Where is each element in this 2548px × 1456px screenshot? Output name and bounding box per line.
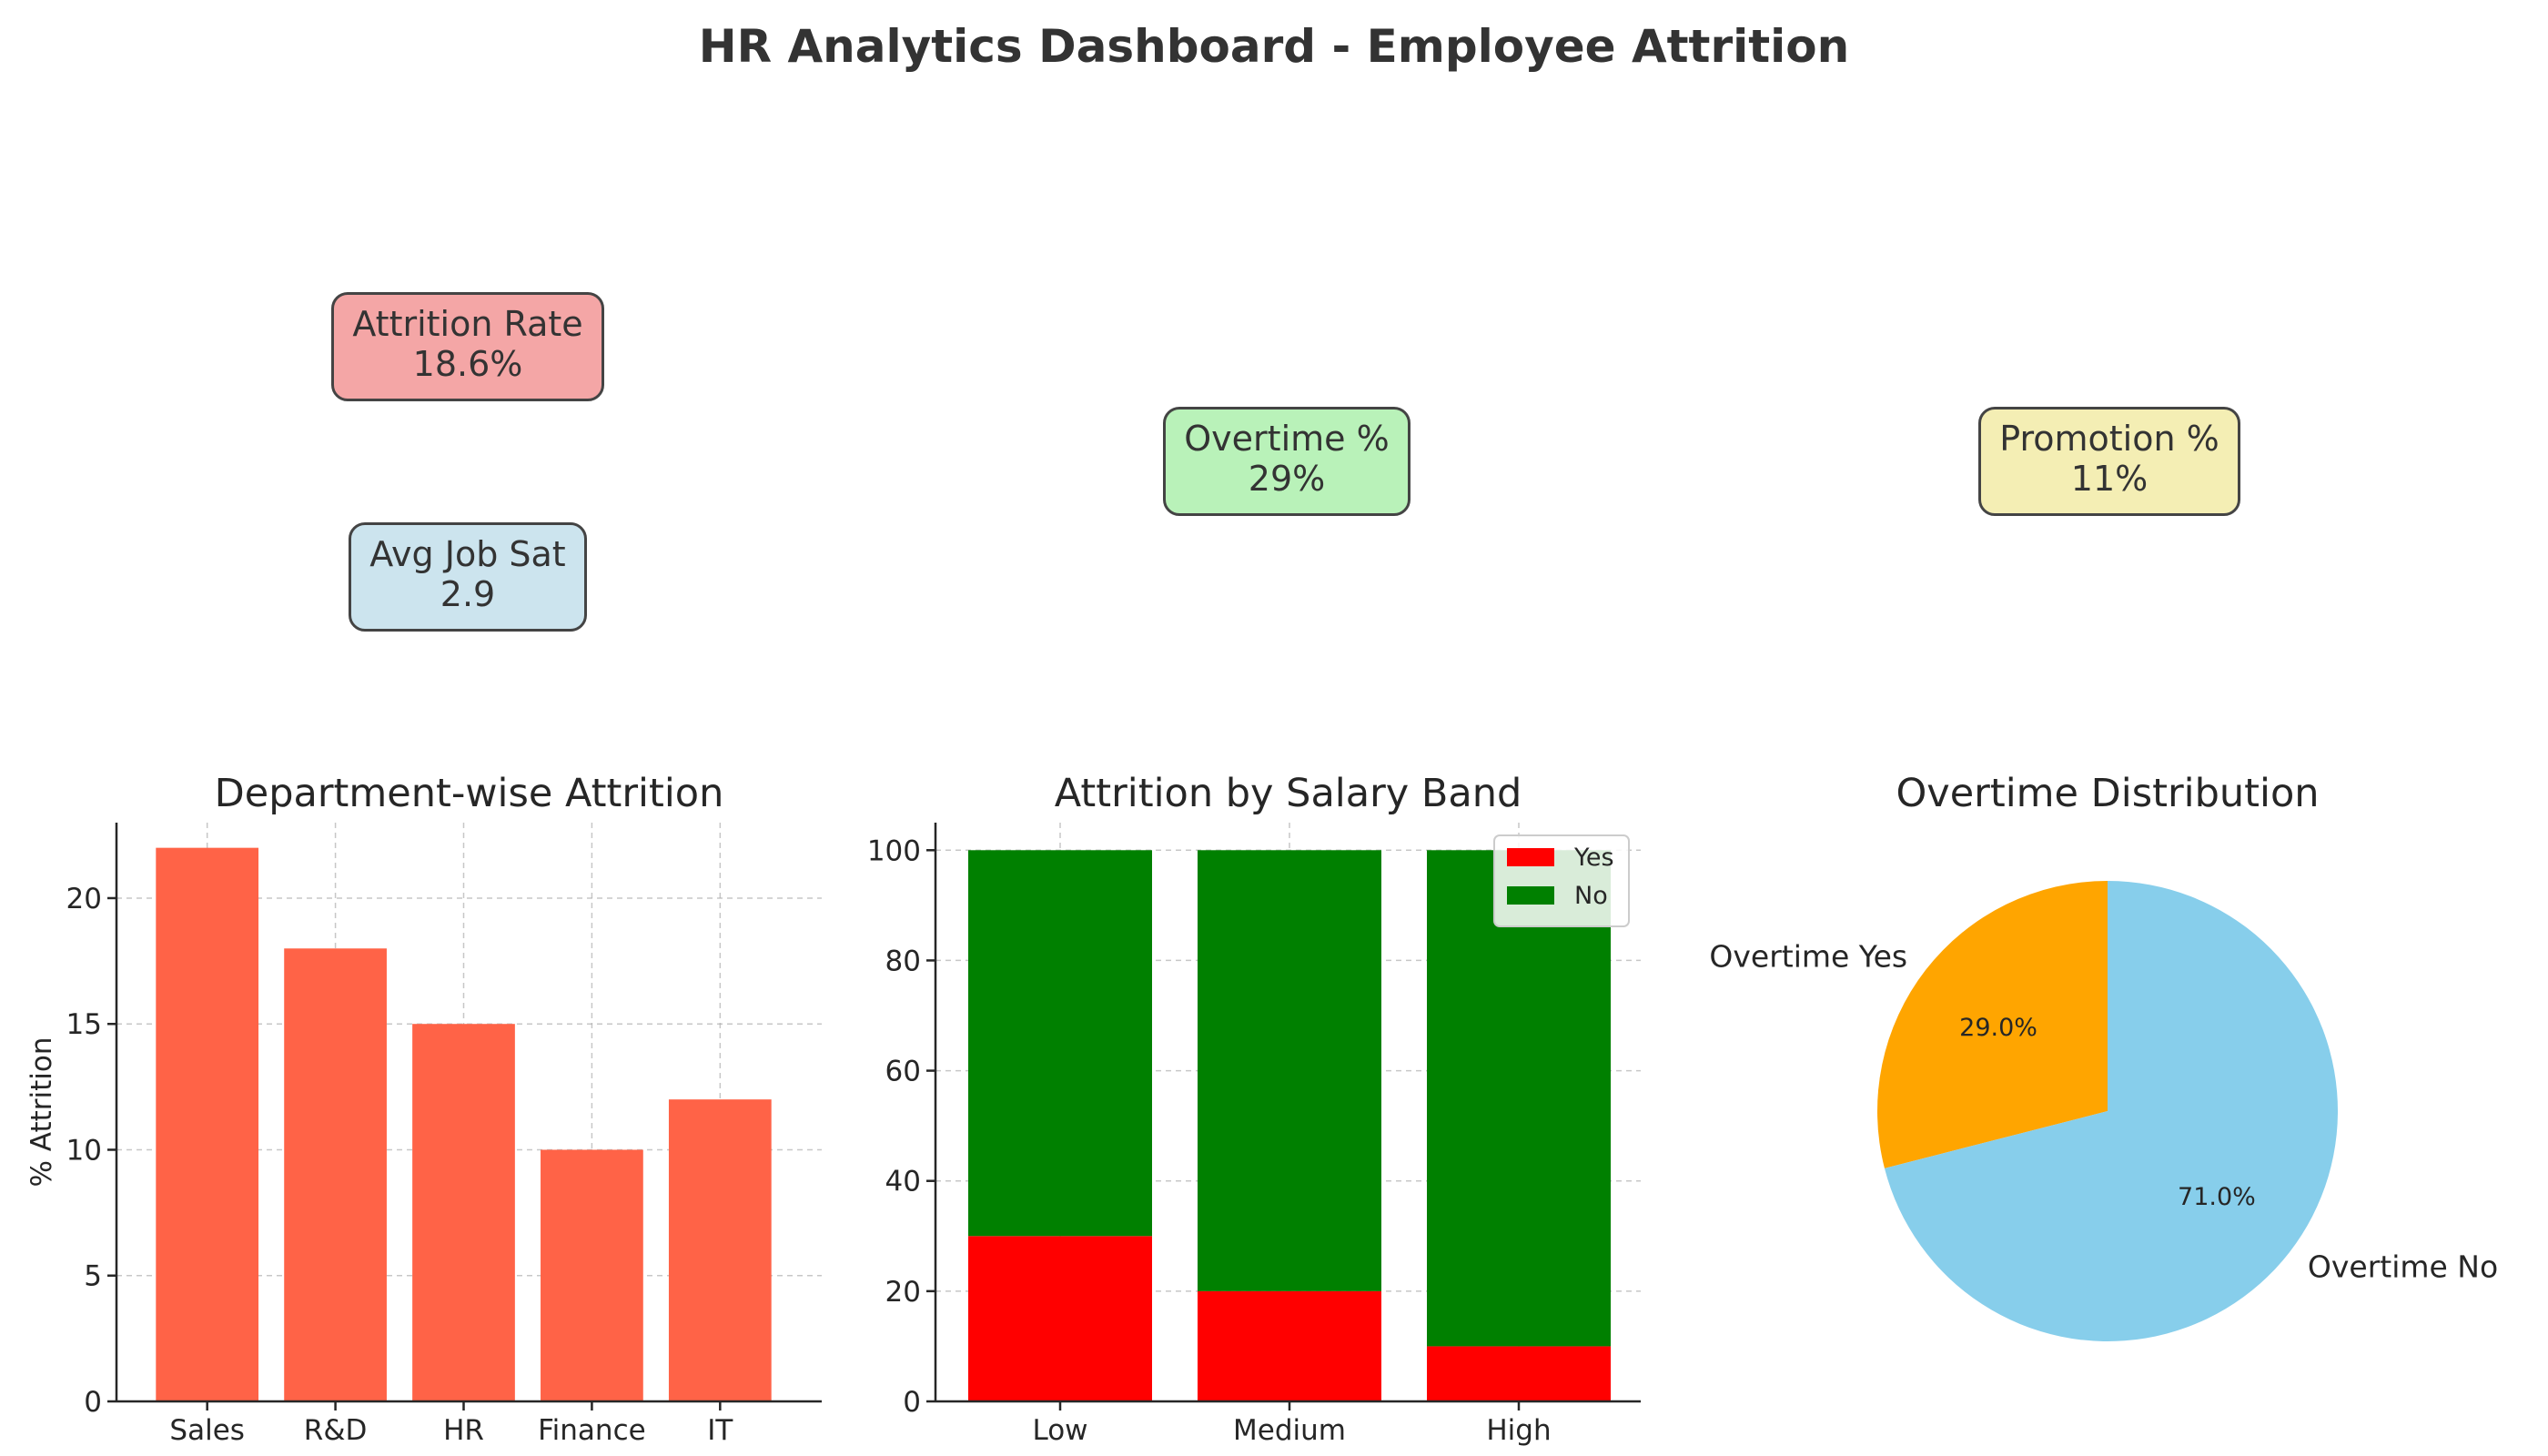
legend-label-no: No xyxy=(1574,882,1608,910)
y-tick-label: 40 xyxy=(885,1166,921,1198)
department-attrition-chart: Department-wise Attrition 0 5 10 15 20 Sales R&… xyxy=(25,771,822,1447)
y-tick-label: 100 xyxy=(867,834,921,867)
kpi-value: 18.6% xyxy=(412,344,523,384)
pie-percent-label: 71.0% xyxy=(2178,1183,2256,1211)
bar-finance xyxy=(541,1149,643,1401)
bar-low-no xyxy=(968,850,1152,1237)
pie-label: Overtime Yes xyxy=(1709,938,1907,974)
y-tick-label: 10 xyxy=(66,1134,102,1167)
x-tick-label: Sales xyxy=(169,1414,245,1447)
dashboard-title: HR Analytics Dashboard - Employee Attrit… xyxy=(698,20,1850,73)
legend-swatch-yes xyxy=(1507,848,1554,866)
pie-slice-overtime-no xyxy=(1884,881,2338,1341)
y-tick-label: 0 xyxy=(84,1386,102,1419)
kpi-label: Avg Job Sat xyxy=(369,534,566,574)
kpi-attrition-rate: Attrition Rate 18.6% xyxy=(331,292,604,401)
pie-label: Overtime No xyxy=(2308,1249,2498,1285)
pie-percent-label: 29.0% xyxy=(1959,1014,2037,1042)
kpi-value: 11% xyxy=(2070,459,2149,499)
bar-it xyxy=(668,1099,772,1401)
x-tick-label: Medium xyxy=(1233,1414,1346,1447)
bar-medium-yes xyxy=(1198,1290,1381,1401)
legend-swatch-no xyxy=(1507,886,1554,905)
salary-band-chart: Attrition by Salary Band 0 20 40 60 80 100 Low M… xyxy=(867,771,1641,1447)
overtime-pie-chart: Overtime Distribution Overtime Yes 29.0% Ov… xyxy=(1709,771,2498,1341)
bar-medium-no xyxy=(1198,850,1381,1291)
chart-title: Attrition by Salary Band xyxy=(1055,771,1522,816)
kpi-label: Attrition Rate xyxy=(352,304,583,344)
x-tick-label: R&D xyxy=(304,1414,368,1447)
bar-rd xyxy=(284,948,387,1401)
y-tick-label: 15 xyxy=(66,1008,102,1041)
x-tick-label: IT xyxy=(707,1414,733,1447)
kpi-value: 2.9 xyxy=(440,574,496,614)
x-tick-label: Low xyxy=(1032,1414,1087,1447)
y-tick-label: 60 xyxy=(885,1056,921,1088)
y-tick-label: 0 xyxy=(903,1386,921,1419)
kpi-overtime: Overtime % 29% xyxy=(1163,407,1410,516)
y-tick-label: 80 xyxy=(885,945,921,977)
y-tick-label: 20 xyxy=(66,883,102,915)
y-tick-label: 5 xyxy=(84,1260,102,1293)
legend: Yes No xyxy=(1493,834,1630,927)
y-axis-label: % Attrition xyxy=(25,1036,58,1187)
x-tick-label: HR xyxy=(443,1414,484,1447)
chart-title: Overtime Distribution xyxy=(1896,771,2319,816)
kpi-value: 29% xyxy=(1248,459,1326,499)
bar-sales xyxy=(156,847,259,1401)
kpi-avg-job-sat: Avg Job Sat 2.9 xyxy=(349,522,587,632)
legend-label-yes: Yes xyxy=(1573,844,1614,872)
x-tick-label: Finance xyxy=(538,1414,646,1447)
chart-title: Department-wise Attrition xyxy=(215,771,724,816)
y-tick-label: 20 xyxy=(885,1276,921,1309)
kpi-label: Promotion % xyxy=(1999,419,2219,459)
bar-low-yes xyxy=(968,1236,1152,1401)
bar-hr xyxy=(412,1024,515,1401)
bar-high-no xyxy=(1427,850,1611,1347)
x-tick-label: High xyxy=(1486,1414,1551,1447)
kpi-promotion: Promotion % 11% xyxy=(1978,407,2240,516)
bar-high-yes xyxy=(1427,1346,1611,1401)
pie-slice-overtime-yes xyxy=(1877,881,2108,1168)
kpi-label: Overtime % xyxy=(1184,419,1390,459)
